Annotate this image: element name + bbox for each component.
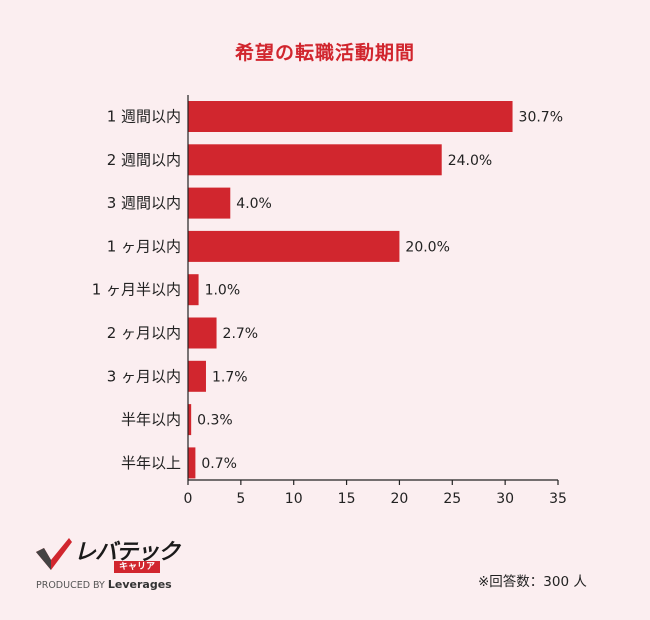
x-tick-label: 20	[391, 491, 409, 507]
category-label: 3 週間以内	[107, 194, 181, 212]
bar	[188, 317, 217, 349]
category-label: 半年以上	[121, 454, 181, 472]
value-label: 1.0%	[205, 283, 241, 299]
x-tick-label: 5	[236, 491, 245, 507]
value-label: 30.7%	[519, 110, 563, 126]
bar	[188, 447, 196, 479]
value-label: 2.7%	[223, 326, 259, 342]
value-label: 4.0%	[236, 196, 272, 212]
bar	[188, 187, 231, 219]
x-tick-label: 30	[496, 491, 514, 507]
bar-chart: 1 週間以内 30.7% 2 週間以内 24.0% 3 週間以内 4.0% 1 ヶ月以内 20…	[92, 95, 567, 507]
logo-sub: キャリア	[114, 561, 161, 573]
x-tick-label: 35	[549, 491, 567, 507]
category-label: 2 ヶ月以内	[107, 324, 181, 342]
produced-by-text: PRODUCED BY	[36, 580, 105, 591]
x-tick-label: 25	[443, 491, 461, 507]
value-label: 0.7%	[201, 456, 237, 472]
x-tick-label: 10	[285, 491, 303, 507]
category-label: 1 週間以内	[107, 108, 181, 126]
chart-title: 希望の転職活動期間	[234, 42, 415, 64]
x-tick-label: 15	[338, 491, 356, 507]
logo-name: レバテック	[74, 540, 180, 565]
levtech-logo: レバテック キャリア PRODUCED BY Leverages	[36, 534, 186, 594]
category-label: 1 ヶ月半以内	[92, 281, 181, 299]
value-label: 20.0%	[405, 239, 449, 255]
bar	[188, 274, 199, 306]
brand-name: Leverages	[107, 578, 172, 591]
x-tick-label: 0	[184, 491, 193, 507]
bar	[188, 101, 513, 132]
category-label: 2 週間以内	[107, 151, 181, 169]
bar	[188, 360, 206, 392]
bar	[188, 404, 192, 436]
logo-produced-by: PRODUCED BY Leverages	[36, 578, 172, 591]
value-label: 1.7%	[212, 369, 248, 385]
value-label: 24.0%	[448, 153, 492, 169]
category-label: 3 ヶ月以内	[107, 367, 181, 385]
check-mark-icon	[36, 538, 72, 570]
value-label: 0.3%	[197, 413, 233, 429]
category-label: 半年以内	[121, 411, 181, 429]
bar	[188, 144, 442, 176]
respondent-count: ※回答数：300 人	[478, 574, 587, 590]
category-label: 1 ヶ月以内	[107, 237, 181, 255]
bar	[188, 230, 400, 262]
